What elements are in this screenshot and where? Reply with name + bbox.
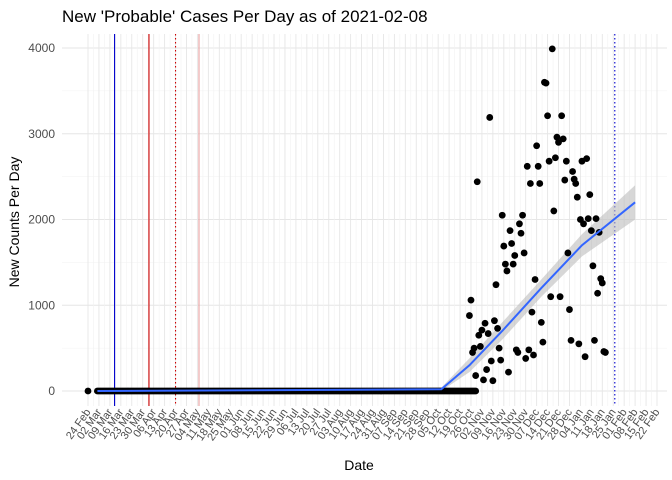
data-point xyxy=(497,356,505,364)
data-point xyxy=(562,157,570,165)
data-point xyxy=(556,293,564,301)
data-point xyxy=(508,240,516,247)
data-point xyxy=(587,227,595,235)
data-point xyxy=(481,319,489,327)
data-point xyxy=(594,289,601,297)
y-tick-label: 2000 xyxy=(28,213,55,227)
data-point xyxy=(520,249,528,257)
data-point xyxy=(555,138,562,146)
data-point xyxy=(602,349,609,356)
data-point xyxy=(564,249,572,257)
data-point xyxy=(575,340,583,348)
data-point xyxy=(539,338,547,346)
data-point xyxy=(548,45,556,53)
data-point xyxy=(501,260,509,268)
data-point xyxy=(566,306,573,313)
data-point xyxy=(467,296,475,304)
y-axis-ticks: 0 1000 2000 3000 4000 xyxy=(28,41,55,398)
data-point xyxy=(534,162,542,170)
data-point xyxy=(500,242,508,250)
data-point xyxy=(487,357,495,365)
data-point xyxy=(466,312,473,319)
y-tick-label: 4000 xyxy=(28,41,55,55)
data-point xyxy=(567,337,575,344)
zero-point xyxy=(472,387,480,395)
zero-point xyxy=(84,387,92,395)
data-point xyxy=(561,176,569,184)
data-points xyxy=(84,45,609,395)
data-point xyxy=(589,262,597,270)
data-point xyxy=(531,276,539,283)
data-point xyxy=(494,325,501,332)
data-point xyxy=(581,353,589,361)
data-point xyxy=(583,155,591,163)
data-point xyxy=(559,135,567,143)
data-point xyxy=(551,154,559,162)
data-point xyxy=(492,281,500,289)
data-point xyxy=(525,346,533,354)
data-point xyxy=(569,168,576,175)
y-axis-title: New Counts Per Day xyxy=(6,157,22,288)
data-point xyxy=(553,133,561,141)
data-point xyxy=(491,317,498,325)
data-point xyxy=(536,180,544,187)
reference-lines xyxy=(114,34,616,406)
data-point xyxy=(533,142,541,150)
y-tick-label: 3000 xyxy=(28,127,55,141)
data-point xyxy=(572,180,580,187)
chart-title: New 'Probable' Cases Per Day as of 2021-… xyxy=(62,7,428,26)
data-point xyxy=(514,349,522,356)
x-axis-title: Date xyxy=(344,457,374,473)
data-point xyxy=(498,211,506,219)
data-point xyxy=(506,227,514,235)
data-point xyxy=(542,79,550,87)
data-point xyxy=(472,372,480,379)
data-point xyxy=(503,267,511,275)
data-point xyxy=(544,112,551,120)
data-point xyxy=(480,376,487,384)
data-point xyxy=(523,162,531,170)
data-point xyxy=(478,326,486,334)
trend-line xyxy=(97,201,636,392)
data-point xyxy=(495,344,503,352)
data-point xyxy=(547,293,555,301)
data-point xyxy=(550,207,558,215)
data-point xyxy=(476,343,484,350)
data-point xyxy=(519,211,526,219)
data-point xyxy=(484,330,492,337)
data-point xyxy=(517,229,525,237)
data-point xyxy=(526,180,534,187)
data-point xyxy=(511,252,519,259)
data-point xyxy=(528,308,536,316)
y-tick-label: 0 xyxy=(48,384,55,398)
data-point xyxy=(483,366,491,373)
trend-path xyxy=(97,201,636,392)
data-point xyxy=(545,157,553,165)
data-point xyxy=(584,215,592,223)
confidence-band xyxy=(97,185,636,393)
data-point xyxy=(522,355,530,362)
data-point xyxy=(537,319,545,326)
grid xyxy=(62,34,667,406)
data-point xyxy=(586,191,594,199)
data-point xyxy=(580,220,587,228)
data-point xyxy=(598,279,606,287)
data-point xyxy=(473,178,481,186)
data-point xyxy=(530,351,537,359)
data-point xyxy=(592,215,600,223)
trend-confidence-band xyxy=(97,185,636,393)
data-point xyxy=(486,114,494,121)
data-point xyxy=(505,368,512,376)
data-point xyxy=(509,260,517,268)
y-tick-label: 1000 xyxy=(28,298,55,312)
data-point xyxy=(489,377,497,385)
data-point xyxy=(591,337,598,344)
data-point xyxy=(573,193,581,201)
data-point xyxy=(558,112,566,120)
data-point xyxy=(475,331,483,339)
data-point xyxy=(470,344,478,352)
data-point xyxy=(516,220,523,228)
